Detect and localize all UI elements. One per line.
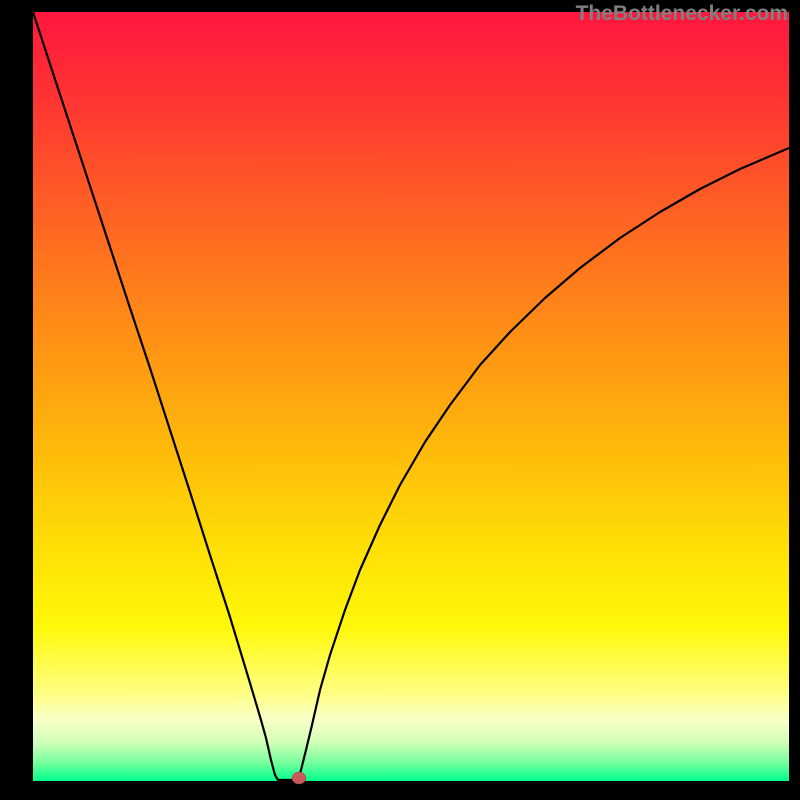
curve-layer <box>0 0 800 800</box>
watermark-text: TheBottlenecker.com <box>576 2 788 26</box>
bottleneck-curve <box>33 12 789 780</box>
chart-container: TheBottlenecker.com <box>0 0 800 800</box>
optimum-marker <box>292 772 306 784</box>
